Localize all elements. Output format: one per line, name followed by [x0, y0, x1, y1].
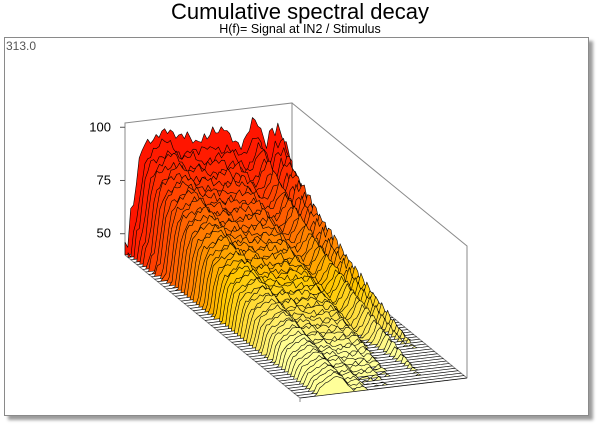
- chart-subtitle: H(f)= Signal at IN2 / Stimulus: [219, 22, 381, 36]
- corner-label: 313.0: [6, 39, 37, 53]
- z-tick-label: 50: [97, 226, 111, 241]
- floor-edge-left: [124, 254, 301, 399]
- chart-title: Cumulative spectral decay: [170, 0, 429, 24]
- z-tick-label: 100: [89, 119, 111, 134]
- z-axis-ticks: 100 75 50: [89, 119, 125, 241]
- side-wall: [291, 102, 468, 378]
- decay-slice: [299, 376, 468, 399]
- decay-slices: [124, 117, 468, 399]
- z-tick-label: 75: [97, 172, 111, 187]
